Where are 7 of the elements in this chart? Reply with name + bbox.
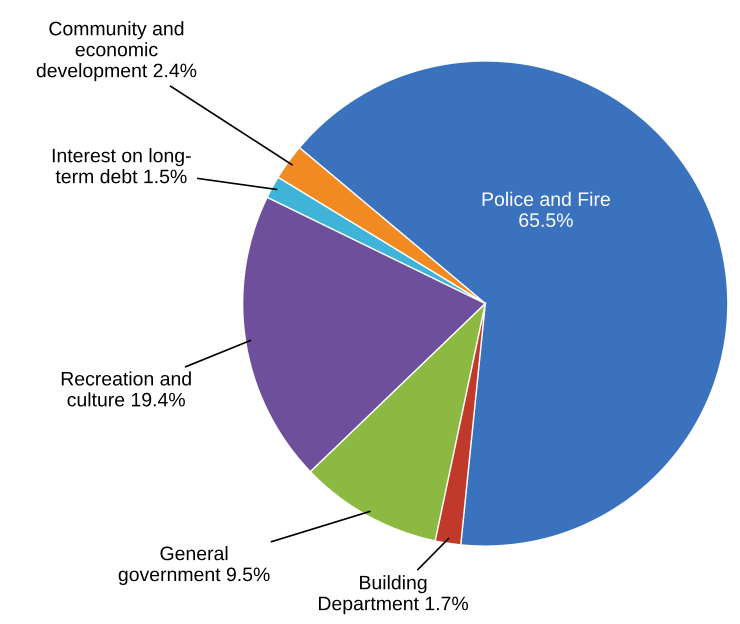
data-label: 65.5% bbox=[519, 213, 573, 228]
slice-label: Community and economic development 2.4% bbox=[36, 21, 196, 82]
slice-label: Interest on long- term debt 1.5% bbox=[52, 148, 191, 184]
slice-label: Building Department 1.7% bbox=[318, 575, 468, 614]
slice-label: General government 9.5% bbox=[118, 546, 270, 586]
slice-label: Recreation and culture 19.4% bbox=[62, 371, 191, 407]
slice-label: Police and Fire bbox=[482, 192, 610, 206]
